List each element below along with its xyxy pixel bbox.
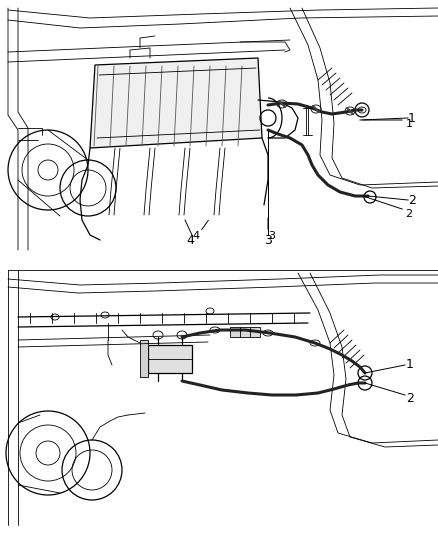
Polygon shape — [90, 58, 262, 148]
Text: 2: 2 — [406, 209, 413, 219]
Text: 1: 1 — [408, 111, 416, 125]
Polygon shape — [230, 327, 260, 337]
Text: 1: 1 — [406, 119, 413, 129]
Text: 4: 4 — [186, 233, 194, 246]
Text: 3: 3 — [268, 231, 276, 241]
Text: 2: 2 — [408, 193, 416, 206]
Text: 2: 2 — [406, 392, 414, 405]
Polygon shape — [140, 340, 148, 377]
Polygon shape — [148, 345, 192, 373]
Text: 4: 4 — [192, 231, 200, 241]
Text: 1: 1 — [406, 358, 414, 370]
Text: 3: 3 — [264, 233, 272, 246]
